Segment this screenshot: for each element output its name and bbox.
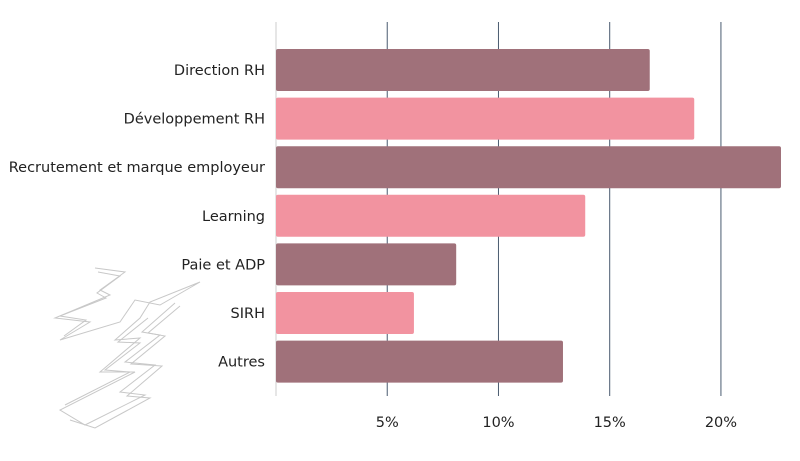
x-tick-label: 5% — [376, 415, 399, 431]
category-label: Recrutement et marque employeur — [9, 160, 265, 176]
category-label: Learning — [202, 209, 265, 225]
category-label: Autres — [218, 355, 265, 371]
x-tick-label: 20% — [705, 415, 737, 431]
x-tick-label: 15% — [594, 415, 626, 431]
category-label: Développement RH — [124, 112, 265, 128]
bar — [276, 146, 781, 189]
x-axis-tick-labels: 5% 10% 15% 20% — [376, 415, 737, 431]
bar — [276, 49, 650, 91]
lightning-bolt-sketch-icon — [53, 267, 201, 429]
category-labels: Direction RH Développement RH Recrutement … — [9, 63, 266, 371]
x-tick-label: 10% — [482, 415, 514, 431]
bar — [276, 194, 586, 237]
bar — [276, 340, 563, 383]
bar — [276, 243, 457, 286]
category-label: SIRH — [231, 306, 265, 322]
bar — [276, 97, 695, 140]
bar — [276, 292, 414, 334]
category-label: Paie et ADP — [181, 257, 265, 273]
bars — [276, 49, 781, 383]
category-label: Direction RH — [174, 63, 265, 79]
